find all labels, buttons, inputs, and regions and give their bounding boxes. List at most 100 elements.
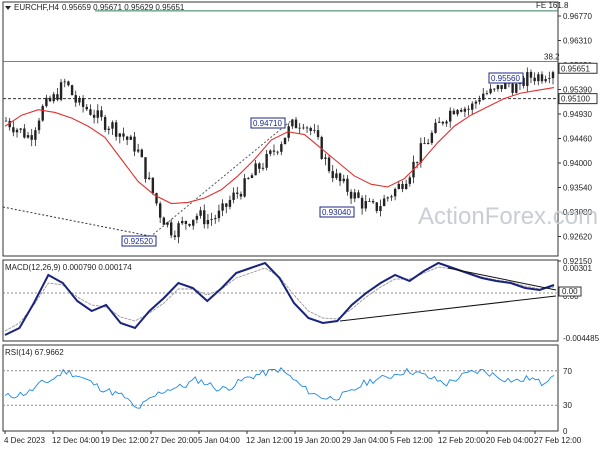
candle-body [59, 82, 63, 100]
rsi-y-tick-label: 70 [563, 367, 572, 376]
annotation-label: 0.94710 [253, 119, 282, 128]
candle-body [426, 142, 430, 145]
candle-body [133, 136, 136, 152]
price-y-tick-label: 0.93080 [563, 208, 592, 217]
candle-body [236, 192, 239, 194]
support-trendline [2, 206, 151, 237]
x-tick-label: 4 Dec 2023 [4, 436, 45, 445]
candle-body [19, 128, 22, 130]
last-price-box [558, 62, 598, 74]
candle-body [404, 183, 408, 190]
macd-pane [2, 259, 559, 342]
rsi-y-tick-label: 0 [563, 427, 568, 436]
rsi-pane [2, 344, 559, 432]
candle-body [452, 110, 456, 115]
collapse-triangle-icon [5, 6, 11, 10]
candle-body [181, 221, 184, 224]
candle-body [445, 121, 448, 124]
candle-body [540, 74, 544, 82]
candle-body [192, 219, 195, 226]
annotation-box [319, 206, 355, 218]
candle-body [320, 137, 323, 159]
x-tick-label: 29 Jan 04:00 [342, 436, 389, 445]
candle-body [221, 203, 224, 211]
support-level-box [558, 93, 598, 105]
candle-body [63, 81, 66, 83]
x-tick-label: 12 Feb 20:00 [438, 436, 486, 445]
candle-body [107, 128, 110, 130]
candle-body [415, 161, 419, 163]
x-tick-label: 12 Jan 12:00 [246, 436, 293, 445]
candle-body [103, 117, 107, 130]
candle-body [203, 210, 206, 225]
candle-body [467, 108, 470, 110]
price-y-tick-label: 0.94460 [563, 135, 592, 144]
candle-body [368, 201, 371, 202]
candle-body [232, 192, 235, 200]
candle-body [199, 210, 202, 216]
candle-body [166, 222, 169, 225]
candle-body [206, 220, 210, 225]
candle-body [254, 163, 257, 176]
candle-body [74, 95, 77, 103]
candle-body [463, 108, 467, 112]
candle-body [52, 94, 55, 102]
candle-body [276, 151, 279, 153]
candle-body [111, 122, 114, 129]
candle-body [471, 103, 474, 110]
candle-body [449, 110, 452, 122]
candle-body [129, 136, 133, 140]
x-tick-label: 27 Dec 20:00 [150, 436, 198, 445]
price-y-tick-label: 0.94000 [563, 159, 592, 168]
candle-body [210, 219, 213, 221]
candle-body [269, 150, 272, 154]
rsi-title: RSI(14) 67.9662 [5, 348, 64, 357]
candle-body [353, 192, 356, 199]
candle-body [85, 106, 88, 110]
price-y-tick-label: 0.92150 [563, 257, 592, 266]
candle-body [122, 133, 125, 137]
candle-body [239, 193, 243, 197]
candle-body [298, 127, 301, 129]
candle-body [81, 98, 85, 107]
candle-body [37, 120, 41, 131]
candle-body [250, 175, 254, 179]
candle-body [247, 178, 250, 179]
candle-body [228, 199, 232, 207]
candle-body [272, 150, 276, 152]
candle-body [217, 210, 221, 219]
candle-body [302, 127, 305, 129]
candle-body [360, 197, 364, 209]
candle-body [349, 191, 353, 199]
candle-body [393, 188, 397, 197]
candle-body [397, 183, 401, 189]
candle-body [529, 72, 533, 78]
watermark: ActionForex.com [418, 203, 598, 230]
rising-trendline [149, 119, 293, 238]
symbol-label: EURCHF,H4 [14, 3, 59, 12]
candle-body [15, 129, 19, 133]
candle-body [12, 127, 15, 133]
rsi-line [4, 367, 555, 409]
x-tick-label: 5 Jan 04:00 [198, 436, 240, 445]
x-tick-label: 19 Jan 20:00 [294, 436, 341, 445]
candle-body [291, 119, 294, 127]
candle-body [346, 178, 349, 192]
macd-y-tick-label: -0.004485 [563, 334, 600, 343]
macd-rising-trendline [339, 295, 557, 322]
macd-value-label: 0.00 [562, 287, 578, 296]
candle-body [482, 93, 485, 100]
candle-body [309, 127, 312, 131]
candle-body [144, 157, 147, 180]
candle-body [147, 177, 151, 180]
macd-y-tick-label: 0.00301 [563, 264, 592, 273]
candle-body [375, 202, 378, 212]
candle-body [258, 163, 261, 169]
candle-body [434, 122, 437, 133]
candle-body [45, 97, 48, 107]
candle-body [382, 198, 386, 207]
last-price-label: 0.95651 [561, 64, 590, 73]
candle-body [173, 235, 177, 238]
fib-level-label: 38.2 [544, 53, 560, 62]
moving-average-line [4, 87, 555, 205]
